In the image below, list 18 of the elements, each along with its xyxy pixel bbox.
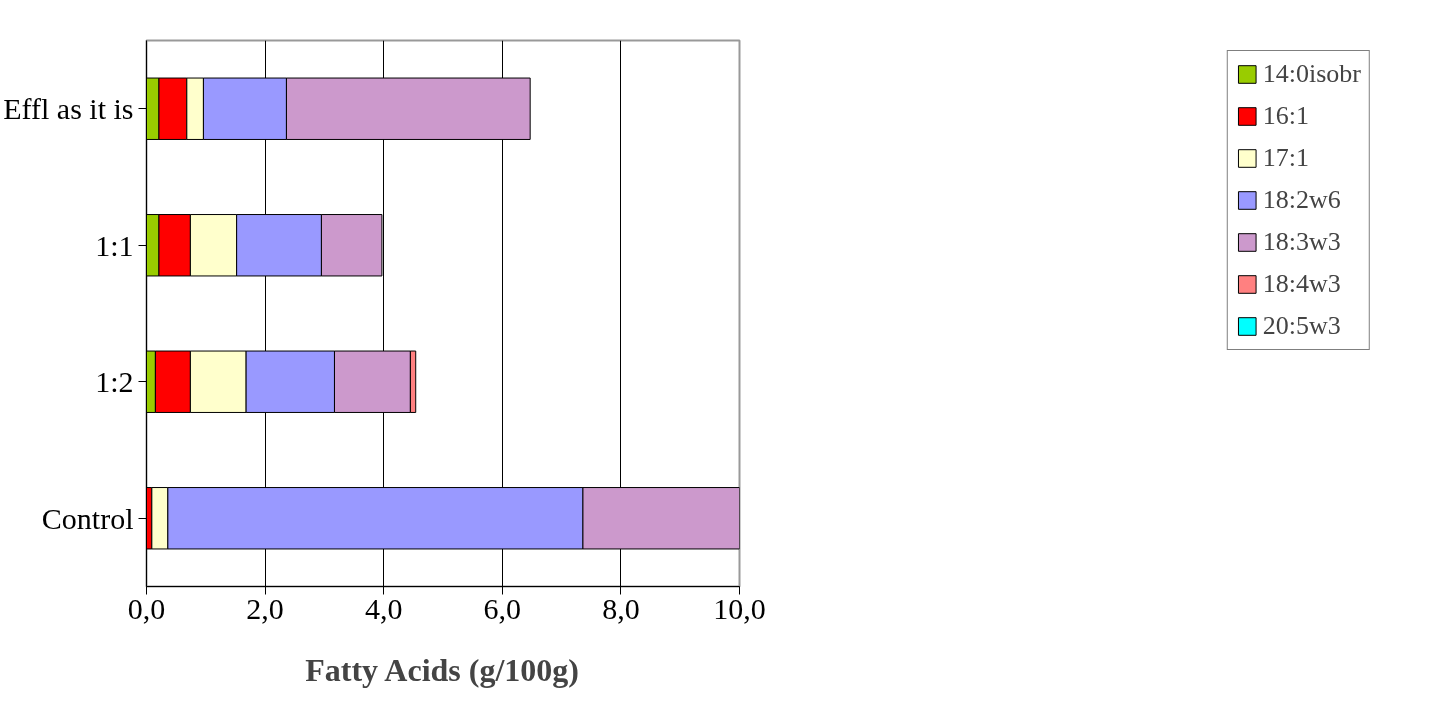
x-tick-label: 6,0 (483, 591, 522, 625)
y-tick-label: 1:1 (95, 228, 134, 262)
x-tick-label: 8,0 (602, 591, 640, 625)
legend-label: 20:5w3 (1262, 311, 1341, 341)
legend-label: 18:2w6 (1262, 185, 1341, 215)
legend-label: 18:3w3 (1262, 227, 1341, 257)
y-tick-label: 1:2 (95, 365, 134, 399)
x-axis-title: Fatty Acids (g/100g) (305, 651, 579, 688)
y-tick-label: Control (41, 501, 134, 535)
y-tick-label: Effl as it is (3, 92, 134, 126)
x-tick-label: 0,0 (127, 591, 166, 625)
x-tick-label: 4,0 (364, 591, 403, 625)
x-tick-label: 10,0 (713, 591, 766, 625)
legend-label: 14:0isobr (1262, 59, 1361, 89)
x-tick-label: 2,0 (246, 591, 284, 625)
legend-label: 17:1 (1262, 143, 1309, 173)
legend-label: 16:1 (1262, 101, 1309, 131)
legend-label: 18:4w3 (1262, 269, 1341, 299)
